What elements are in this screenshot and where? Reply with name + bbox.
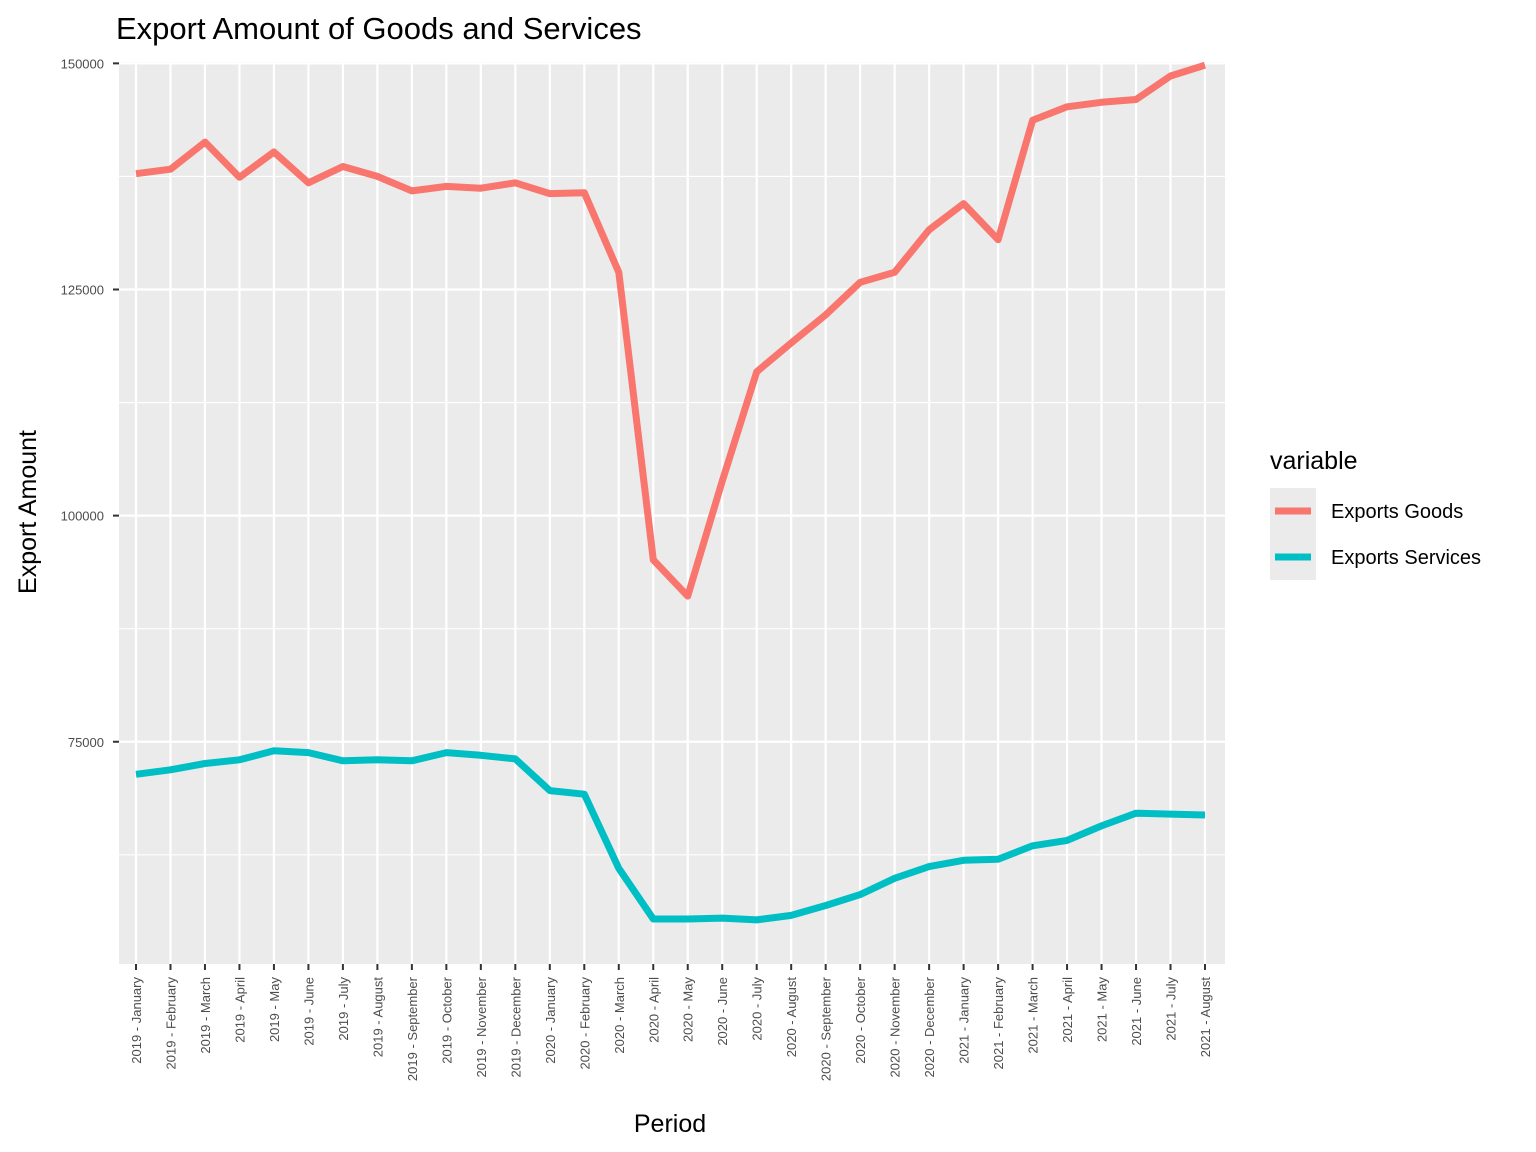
x-tick-label: 2019 - December bbox=[508, 976, 523, 1077]
x-tick-label: 2019 - October bbox=[439, 976, 454, 1063]
x-tick-label: 2019 - August bbox=[370, 977, 385, 1058]
legend: variable Exports Goods Exports Services bbox=[1270, 447, 1481, 580]
x-tick-label: 2019 - November bbox=[474, 976, 489, 1077]
x-tick-label: 2021 - June bbox=[1129, 977, 1144, 1046]
y-tick-label: 100000 bbox=[61, 509, 104, 524]
x-tick-label: 2019 - June bbox=[301, 977, 316, 1046]
x-tick-label: 2020 - May bbox=[681, 977, 696, 1043]
x-tick-label: 2021 - May bbox=[1095, 977, 1110, 1043]
legend-title: variable bbox=[1270, 447, 1358, 475]
x-tick-label: 2021 - August bbox=[1198, 977, 1213, 1058]
y-axis: 75000 100000 125000 150000 bbox=[61, 56, 119, 750]
series-line-exports-goods bbox=[135, 61, 1207, 600]
x-tick-label: 2020 - December bbox=[922, 976, 937, 1077]
x-tick-label: 2020 - September bbox=[819, 976, 834, 1081]
x-tick-label: 2019 - March bbox=[198, 977, 213, 1054]
chart-title: Export Amount of Goods and Services bbox=[116, 11, 642, 46]
x-tick-label: 2020 - January bbox=[543, 977, 558, 1064]
legend-label-exports-services: Exports Services bbox=[1331, 547, 1481, 569]
x-tick-label: 2019 - May bbox=[267, 977, 282, 1043]
x-tick-label: 2020 - October bbox=[853, 976, 868, 1063]
plot-panel bbox=[119, 62, 1225, 964]
series-line-exports-services bbox=[135, 747, 1206, 924]
x-axis: 2019 - January 2019 - February 2019 - Marc… bbox=[129, 964, 1213, 1081]
x-tick-label: 2019 - January bbox=[129, 977, 144, 1064]
x-tick-label: 2020 - June bbox=[715, 977, 730, 1046]
x-tick-label: 2019 - April bbox=[232, 977, 247, 1043]
x-tick-label: 2021 - January bbox=[957, 977, 972, 1064]
x-tick-label: 2020 - August bbox=[784, 977, 799, 1058]
y-axis-title: Export Amount bbox=[14, 430, 42, 594]
x-axis-title: Period bbox=[634, 1110, 706, 1138]
series-lines bbox=[135, 61, 1207, 924]
x-tick-label: 2020 - March bbox=[612, 977, 627, 1054]
x-tick-label: 2019 - September bbox=[405, 976, 420, 1081]
x-tick-label: 2021 - July bbox=[1164, 977, 1179, 1041]
y-tick-label: 125000 bbox=[61, 282, 104, 297]
x-tick-label: 2021 - February bbox=[991, 977, 1006, 1070]
x-tick-label: 2021 - April bbox=[1060, 977, 1075, 1043]
x-tick-label: 2019 - February bbox=[163, 977, 178, 1070]
x-tick-label: 2020 - November bbox=[888, 976, 903, 1077]
x-tick-label: 2021 - March bbox=[1026, 977, 1041, 1054]
legend-label-exports-goods: Exports Goods bbox=[1331, 501, 1463, 523]
x-tick-label: 2020 - April bbox=[646, 977, 661, 1043]
x-tick-label: 2020 - July bbox=[750, 977, 765, 1041]
x-tick-label: 2019 - July bbox=[336, 977, 351, 1041]
y-tick-label: 75000 bbox=[68, 735, 104, 750]
y-tick-label: 150000 bbox=[61, 56, 104, 71]
x-tick-label: 2020 - February bbox=[577, 977, 592, 1070]
